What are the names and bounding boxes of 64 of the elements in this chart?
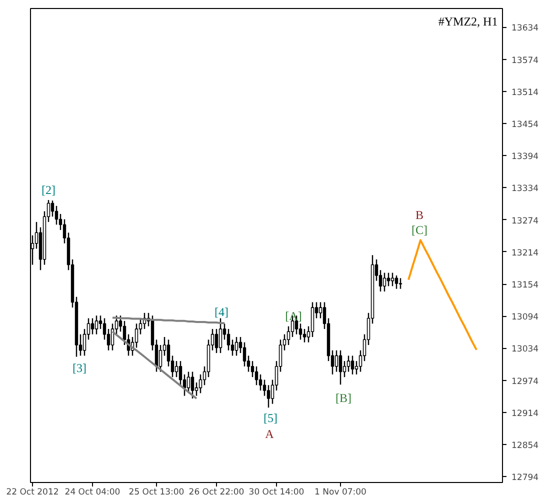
y-tick-label: 13214 xyxy=(512,248,539,258)
candlestick xyxy=(134,323,138,348)
annotation: B xyxy=(416,208,424,222)
candlestick xyxy=(174,360,178,378)
annotation: [5] xyxy=(264,410,278,425)
candlestick xyxy=(394,274,398,290)
candlestick xyxy=(198,374,202,394)
y-tick-label: 12914 xyxy=(512,408,539,419)
candlestick xyxy=(386,272,390,287)
y-tick-label: 13334 xyxy=(512,184,539,194)
candlestick xyxy=(226,328,230,351)
candlestick xyxy=(302,328,306,343)
candlestick xyxy=(90,318,94,335)
candlestick xyxy=(258,374,262,392)
annotation: A xyxy=(265,426,274,441)
text: #YMZ2, H1 xyxy=(438,14,498,28)
candlestick xyxy=(94,314,98,335)
candlestick xyxy=(54,205,58,226)
annotation: [4] xyxy=(214,304,229,319)
y-tick-label: 13454 xyxy=(512,120,539,130)
annotation: [B] xyxy=(336,390,352,405)
candlestick xyxy=(346,355,350,372)
x-tick-label: 1 Nov 07:00 xyxy=(314,488,366,498)
annotation: [2] xyxy=(42,182,56,197)
y-tick-label: 12974 xyxy=(512,376,539,387)
candlestick xyxy=(334,350,338,372)
candlestick xyxy=(186,371,190,394)
candlestick xyxy=(50,200,54,218)
y-tick-label: 13274 xyxy=(512,216,539,226)
x-tick-label: 26 Oct 22:00 xyxy=(188,488,244,498)
candlestick xyxy=(262,379,266,396)
y-tick-label: 13394 xyxy=(512,152,539,162)
line-series xyxy=(408,239,478,351)
x-tick-label: 24 Oct 04:00 xyxy=(64,488,120,498)
y-tick-label: 13034 xyxy=(512,344,539,355)
candlestick xyxy=(158,344,162,372)
y-tick-label: 13154 xyxy=(512,280,539,291)
candlestick xyxy=(190,371,194,400)
candlestick xyxy=(178,360,182,386)
candlestick xyxy=(242,342,246,368)
x-tick-label: 25 Oct 13:00 xyxy=(128,488,184,498)
y-tick-label: 12794 xyxy=(512,473,539,484)
candlestick xyxy=(266,384,270,408)
candlestick xyxy=(298,323,302,340)
annotation: [C] xyxy=(412,222,428,237)
candlestick xyxy=(214,328,218,354)
y-tick-label: 12854 xyxy=(512,441,539,452)
y-tick-label: 13094 xyxy=(512,312,539,323)
candlestick xyxy=(250,360,254,378)
candlestick xyxy=(234,336,238,356)
annotation: [3] xyxy=(72,360,87,375)
candlestick xyxy=(390,272,394,287)
candlestick xyxy=(218,318,222,354)
candlestick xyxy=(338,350,342,386)
annotation: [A] xyxy=(285,309,302,324)
y-tick-label: 13574 xyxy=(512,56,539,66)
candlestick xyxy=(398,278,402,290)
y-tick-label: 13634 xyxy=(512,24,539,34)
candlestick xyxy=(350,355,354,376)
candlestick xyxy=(382,272,386,292)
x-tick-label: 30 Oct 14:00 xyxy=(248,488,304,498)
x-tick-label: 22 Oct 2012 xyxy=(6,488,59,498)
candlestick xyxy=(254,366,258,386)
y-tick-label: 13514 xyxy=(512,88,539,98)
